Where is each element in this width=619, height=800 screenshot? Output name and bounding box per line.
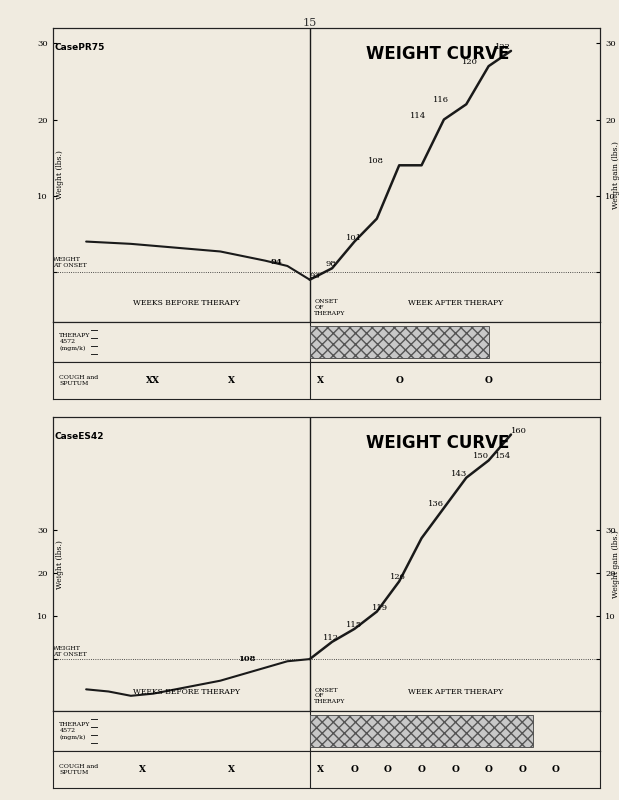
Text: WEIGHT
AT ONSET: WEIGHT AT ONSET [53,646,87,657]
Text: 126: 126 [390,574,406,582]
Text: 160: 160 [511,426,527,434]
Text: 136: 136 [428,500,444,508]
Text: 114: 114 [410,111,426,119]
Text: 15: 15 [302,18,317,27]
Text: WEIGHT
AT ONSET: WEIGHT AT ONSET [53,257,87,268]
Text: O: O [384,765,392,774]
Text: O: O [418,765,425,774]
Text: Weight gain (lbs.): Weight gain (lbs.) [612,530,619,598]
Text: X: X [228,376,235,385]
Text: O: O [485,376,493,385]
Text: 154: 154 [495,453,511,461]
Text: Weight (lbs.): Weight (lbs.) [56,540,64,589]
Text: 93: 93 [310,272,321,280]
Text: COUGH and
SPUTUM: COUGH and SPUTUM [59,374,98,386]
Text: 94: 94 [271,258,282,266]
Text: COUGH and
SPUTUM: COUGH and SPUTUM [59,764,98,775]
Text: 112: 112 [323,634,339,642]
Text: 108: 108 [238,654,256,662]
Text: 150: 150 [473,453,489,461]
Text: O: O [485,765,493,774]
Text: 101: 101 [345,234,361,242]
Text: Weight (lbs.): Weight (lbs.) [56,150,64,199]
Text: XX: XX [146,376,160,385]
Text: WEEKS BEFORE THERAPY: WEEKS BEFORE THERAPY [133,299,240,307]
Text: O: O [451,765,459,774]
Text: WEIGHT CURVE: WEIGHT CURVE [366,434,509,452]
Text: ONSET
OF
THERAPY: ONSET OF THERAPY [314,687,345,704]
Text: 115: 115 [345,621,361,629]
Text: X: X [228,765,235,774]
Text: 143: 143 [451,470,467,478]
Text: ONSET
OF
THERAPY: ONSET OF THERAPY [314,299,345,316]
Text: WEEK AFTER THERAPY: WEEK AFTER THERAPY [407,687,503,695]
Text: THERAPY
4572
(mgm/k): THERAPY 4572 (mgm/k) [59,722,91,740]
Text: 122: 122 [495,43,511,51]
Bar [310,715,534,747]
Text: X: X [318,376,324,385]
Text: O: O [518,765,526,774]
Text: 108: 108 [368,158,384,166]
Text: 119: 119 [373,603,389,611]
Text: O: O [350,765,358,774]
Text: 98: 98 [326,260,336,268]
Text: WEEK AFTER THERAPY: WEEK AFTER THERAPY [407,299,503,307]
Text: O: O [552,765,560,774]
Text: Weight gain (lbs.): Weight gain (lbs.) [612,141,619,209]
Text: O: O [396,376,403,385]
Text: WEIGHT CURVE: WEIGHT CURVE [366,45,509,63]
Text: CaseES42: CaseES42 [55,432,105,441]
Text: 116: 116 [433,96,449,104]
Text: 120: 120 [462,58,478,66]
Text: WEEKS BEFORE THERAPY: WEEKS BEFORE THERAPY [133,687,240,695]
Bar [310,326,488,358]
Text: X: X [139,765,145,774]
Text: X: X [318,765,324,774]
Text: CasePR75: CasePR75 [55,42,105,52]
Text: THERAPY
4572
(mgm/k): THERAPY 4572 (mgm/k) [59,333,91,350]
